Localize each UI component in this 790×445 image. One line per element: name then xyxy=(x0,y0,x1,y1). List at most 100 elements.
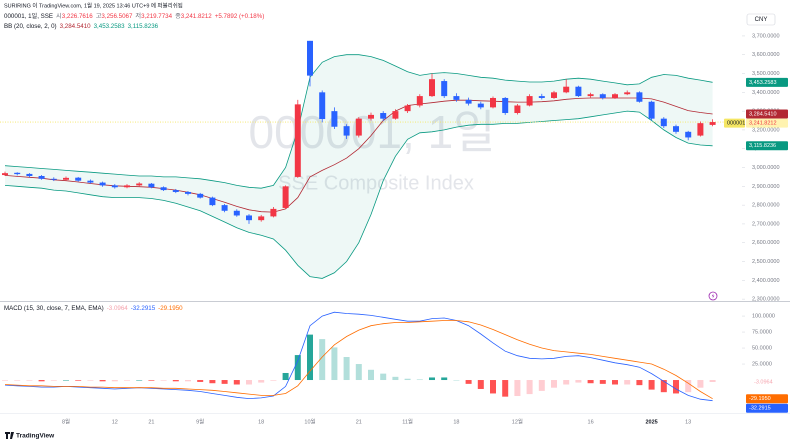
x-tick-label: 9월 xyxy=(196,417,204,425)
bb-upper-label: 3,453.2583 xyxy=(749,80,777,86)
bb-lower-label: 3,115.8236 xyxy=(749,143,776,149)
x-tick-label: 12월 xyxy=(512,417,523,425)
candle-body xyxy=(599,94,606,98)
currency-box[interactable] xyxy=(746,13,776,26)
macd-histogram-bar xyxy=(380,373,387,381)
candle-body xyxy=(233,210,240,216)
candle-body xyxy=(209,197,216,206)
macd-histogram-bar xyxy=(331,347,338,381)
macd-histogram-bar xyxy=(319,339,326,381)
macd-legend: MACD (15, 30, close, 7, EMA, EMA) -3.0964… xyxy=(4,305,186,313)
candle-body xyxy=(294,104,301,177)
macd-y-tick-label: 25.0000 xyxy=(752,361,772,367)
macd-histogram-bar xyxy=(221,380,228,384)
macd-histogram-bar xyxy=(124,380,130,381)
candle-body xyxy=(160,187,167,191)
macd-histogram-bar xyxy=(673,380,679,394)
candle-body xyxy=(673,126,679,132)
candle-body xyxy=(453,96,460,100)
y-tick-label: 2,400.0000 xyxy=(752,278,780,284)
candle-body xyxy=(136,183,143,186)
currency[interactable]: CNY xyxy=(755,17,768,23)
macd-histogram-bar xyxy=(294,355,301,381)
candle-body xyxy=(563,86,570,93)
candle-body xyxy=(612,94,618,98)
candle-body xyxy=(246,215,252,221)
macd-y-tick-label: 100.0000 xyxy=(752,314,775,320)
candle-body xyxy=(685,131,692,138)
macd-histogram-bar xyxy=(612,380,618,385)
brand-logo xyxy=(5,432,14,439)
candle-body xyxy=(87,180,94,183)
symbol-title[interactable]: 000001, 1일, SSE xyxy=(4,13,54,20)
y-tick-label: 2,600.0000 xyxy=(752,240,780,246)
macd-histogram-bar xyxy=(429,377,435,381)
candle-body xyxy=(307,40,313,76)
candle-body xyxy=(624,92,631,95)
y-tick-label: 3,600.0000 xyxy=(752,52,780,58)
candle-body xyxy=(648,101,655,119)
bb-lower-label-box xyxy=(746,141,788,151)
symbol-tag: 000001 xyxy=(727,121,745,127)
candle-body xyxy=(697,123,704,136)
last-price-label: 3,241.8212 xyxy=(749,121,777,127)
macd-histogram-bar xyxy=(477,380,484,389)
macd-histogram-bar xyxy=(526,380,533,395)
macd-histogram-bar xyxy=(551,380,557,388)
macd-histogram-bar xyxy=(148,380,155,381)
publisher: SURIRING 이 TradingView.com, 1월 19, 2025 … xyxy=(4,1,183,9)
macd-line xyxy=(4,311,713,402)
bb-upper-label-box xyxy=(746,77,788,87)
bb-name[interactable]: BB (20, close, 2, 0) xyxy=(4,23,57,30)
candle-body xyxy=(477,103,484,108)
x-tick-label: 21 xyxy=(148,419,154,425)
macd-name[interactable]: MACD (15, 30, close, 7, EMA, EMA) xyxy=(4,305,104,312)
macd-histogram-bar xyxy=(368,369,374,381)
macd-histogram-bar xyxy=(490,380,496,394)
candle-body xyxy=(185,191,191,194)
macd-label: -32.2915 xyxy=(749,406,771,412)
candle-body xyxy=(270,208,277,217)
candle-body xyxy=(404,105,411,112)
low-value: 3,219.7734 xyxy=(141,13,173,20)
signal-value: -29.1950 xyxy=(158,305,183,312)
signal-line xyxy=(4,320,713,400)
candle-body xyxy=(355,118,362,136)
ohlc-letter: 시 xyxy=(56,13,62,20)
bb-basis-label: 3,284.5410 xyxy=(749,111,777,117)
macd-histogram-bar xyxy=(258,380,265,383)
macd-histogram-bar xyxy=(636,380,643,386)
histogram-value: -3.0964 xyxy=(106,305,128,312)
histogram-label: -3.0964 xyxy=(754,379,773,385)
y-tick-label: 2,800.0000 xyxy=(752,203,780,209)
watermark-symbol: 000001, 1일 xyxy=(249,106,496,158)
candle-body xyxy=(221,205,228,211)
macd-histogram-bar xyxy=(563,380,570,385)
bb-lower-value: 3,115.8236 xyxy=(127,23,159,30)
x-tick-label: 21 xyxy=(356,419,362,425)
candle-body xyxy=(490,97,496,108)
signal-label-box xyxy=(746,394,788,404)
candle-body xyxy=(636,92,643,102)
candle-body xyxy=(441,81,448,97)
candle-body xyxy=(416,96,423,106)
bb-line xyxy=(4,97,713,213)
macd-histogram-bar xyxy=(38,380,45,382)
candle-body xyxy=(368,114,374,119)
candle-body xyxy=(429,79,435,97)
candle-body xyxy=(124,185,130,188)
candle-body xyxy=(514,105,521,114)
change: +5.7892 (+0.18%) xyxy=(214,13,265,20)
y-tick-label: 2,300.0000 xyxy=(752,297,780,303)
watermark-name: SSE Composite Index xyxy=(278,172,474,194)
x-tick-label: 16 xyxy=(588,419,594,425)
macd-histogram-bar xyxy=(50,380,57,381)
macd-histogram-bar xyxy=(99,380,106,382)
bb-basis-value: 3,284.5410 xyxy=(59,23,91,30)
macd-histogram-bar xyxy=(648,380,655,390)
macd-histogram-bar xyxy=(160,380,167,381)
macd-histogram-bar xyxy=(14,380,21,381)
candle-body xyxy=(380,113,387,119)
